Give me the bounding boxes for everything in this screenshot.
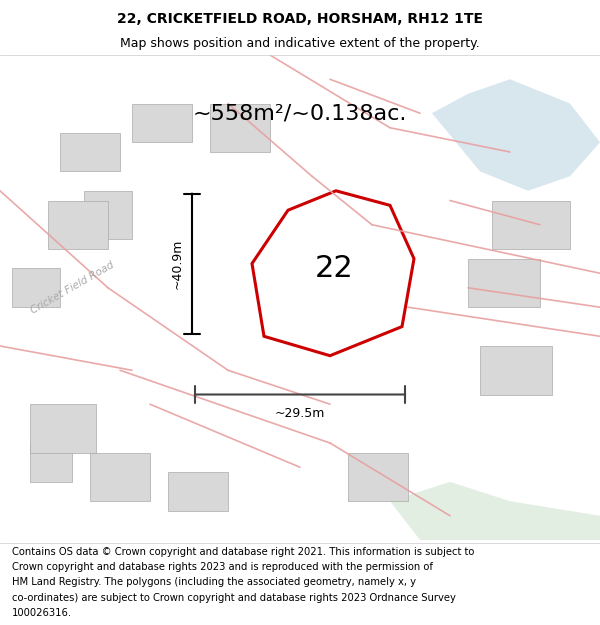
Polygon shape bbox=[390, 482, 600, 540]
Polygon shape bbox=[210, 104, 270, 152]
Polygon shape bbox=[60, 132, 120, 171]
Text: Contains OS data © Crown copyright and database right 2021. This information is : Contains OS data © Crown copyright and d… bbox=[12, 547, 475, 557]
Polygon shape bbox=[132, 104, 192, 142]
Text: ~29.5m: ~29.5m bbox=[275, 408, 325, 421]
Text: Crown copyright and database rights 2023 and is reproduced with the permission o: Crown copyright and database rights 2023… bbox=[12, 562, 433, 572]
Text: ~558m²/~0.138ac.: ~558m²/~0.138ac. bbox=[193, 103, 407, 123]
Polygon shape bbox=[84, 191, 132, 239]
Polygon shape bbox=[30, 443, 72, 482]
Text: 22, CRICKETFIELD ROAD, HORSHAM, RH12 1TE: 22, CRICKETFIELD ROAD, HORSHAM, RH12 1TE bbox=[117, 12, 483, 26]
Polygon shape bbox=[12, 268, 60, 308]
Text: ~40.9m: ~40.9m bbox=[170, 238, 184, 289]
Text: Map shows position and indicative extent of the property.: Map shows position and indicative extent… bbox=[120, 38, 480, 51]
Polygon shape bbox=[432, 79, 600, 191]
Polygon shape bbox=[30, 404, 96, 452]
Text: co-ordinates) are subject to Crown copyright and database rights 2023 Ordnance S: co-ordinates) are subject to Crown copyr… bbox=[12, 592, 456, 602]
Polygon shape bbox=[492, 201, 570, 249]
Text: 100026316.: 100026316. bbox=[12, 608, 72, 618]
Polygon shape bbox=[468, 259, 540, 308]
Text: HM Land Registry. The polygons (including the associated geometry, namely x, y: HM Land Registry. The polygons (includin… bbox=[12, 578, 416, 587]
Polygon shape bbox=[90, 452, 150, 501]
Polygon shape bbox=[168, 472, 228, 511]
Text: 22: 22 bbox=[315, 254, 354, 283]
Polygon shape bbox=[48, 201, 108, 249]
Polygon shape bbox=[480, 346, 552, 394]
Polygon shape bbox=[348, 452, 408, 501]
Text: Cricket Field Road: Cricket Field Road bbox=[29, 260, 115, 316]
